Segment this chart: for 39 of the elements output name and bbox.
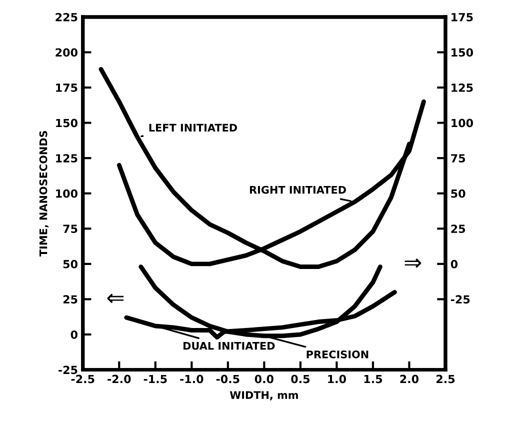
y2-tick-label: 50 [451, 189, 466, 198]
y2-tick-label: 125 [452, 84, 473, 92]
x-tick-label: 1.5 [364, 374, 382, 384]
x-tick-label: -2.5 [71, 374, 94, 384]
y-tick-label: 100 [56, 189, 78, 198]
y-axis-title: TIME, NANOSECONDS [39, 130, 49, 257]
series-label: RIGHT INITIATED [250, 186, 346, 194]
y-tick-label: 25 [63, 295, 78, 304]
y2-tick-label: -25 [450, 295, 470, 304]
x-tick-label: 2.0 [400, 374, 419, 384]
x-tick-label: 0.5 [291, 374, 310, 384]
y2-tick-label: 25 [451, 224, 466, 234]
y2-tick-label: 175 [452, 13, 473, 22]
y-tick-label: 75 [63, 224, 78, 234]
y-tick-label: 50 [63, 260, 78, 268]
x-tick-label: 0.0 [254, 374, 274, 384]
y-tick-label: 225 [56, 12, 78, 22]
y2-tick-label: 75 [451, 154, 466, 162]
series-label: LEFT INITIATED [149, 124, 238, 132]
x-tick-label: -1.5 [144, 374, 167, 384]
x-tick-label: -0.5 [216, 374, 240, 384]
y-tick-label: 200 [56, 48, 78, 57]
series-label: PRECISION [306, 350, 368, 358]
series-label: DUAL INITIATED [184, 342, 275, 350]
y-tick-label: 175 [56, 84, 78, 92]
annotation: ⇒ [404, 258, 422, 268]
y-tick-label: -25 [58, 366, 78, 374]
x-tick-label: 2.5 [436, 374, 455, 384]
annotation: ⇐ [107, 294, 124, 304]
y2-tick-label: 100 [452, 118, 474, 128]
y-tick-label: 125 [56, 154, 78, 162]
y-tick-label: 0 [70, 330, 78, 339]
x-tick-label: -2.0 [108, 374, 131, 384]
y2-tick-label: 150 [452, 48, 474, 57]
x-tick-label: -1.0 [180, 374, 204, 384]
y-tick-label: 150 [56, 118, 78, 128]
x-tick-label: 1.0 [328, 374, 346, 384]
y2-tick-label: 0 [450, 260, 458, 268]
x-axis-title: WIDTH, mm [230, 391, 298, 400]
